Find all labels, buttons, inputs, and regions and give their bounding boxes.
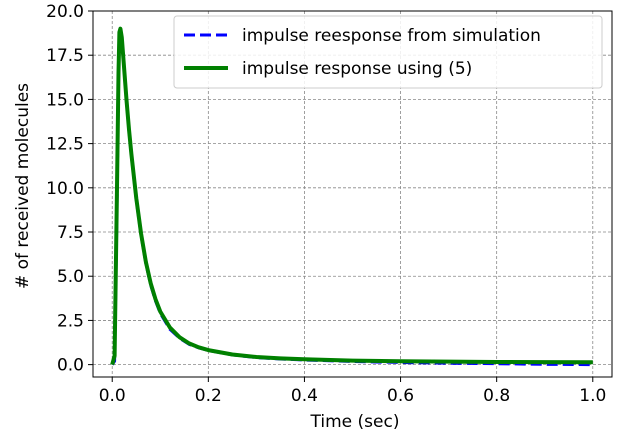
x-tick-label: 0.4	[291, 386, 318, 406]
legend-label-simulation: impulse reesponse from simulation	[242, 26, 541, 46]
x-tick-label: 1.0	[579, 386, 606, 406]
y-tick-label: 7.5	[57, 223, 84, 243]
y-tick-label: 15.0	[46, 90, 84, 110]
x-tick-label: 0.8	[483, 386, 510, 406]
legend-label-analytic: impulse response using (5)	[242, 59, 472, 79]
x-tick-label: 0.0	[99, 386, 126, 406]
x-tick-label: 0.6	[387, 386, 414, 406]
y-tick-label: 17.5	[46, 46, 84, 66]
y-tick-label: 12.5	[46, 135, 84, 155]
y-tick-label: 0.0	[57, 356, 84, 376]
y-tick-label: 10.0	[46, 179, 84, 199]
legend: impulse reesponse from simulation impuls…	[174, 16, 602, 88]
y-tick-label: 5.0	[57, 267, 84, 287]
y-tick-label: 20.0	[46, 2, 84, 22]
x-tick-label: 0.2	[195, 386, 222, 406]
y-tick-label: 2.5	[57, 311, 84, 331]
x-axis-label: Time (sec)	[310, 412, 400, 432]
y-axis-label: # of received molecules	[13, 83, 33, 289]
